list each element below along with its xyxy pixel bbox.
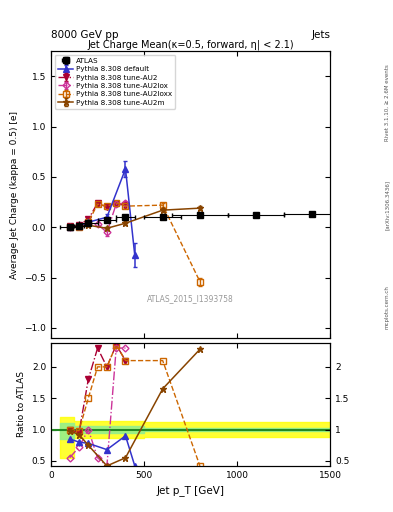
Legend: ATLAS, Pythia 8.308 default, Pythia 8.308 tune-AU2, Pythia 8.308 tune-AU2lox, Py: ATLAS, Pythia 8.308 default, Pythia 8.30… (55, 55, 175, 109)
Text: [arXiv:1306.3436]: [arXiv:1306.3436] (385, 180, 390, 230)
Y-axis label: Average Jet Charge (kappa = 0.5) [e]: Average Jet Charge (kappa = 0.5) [e] (10, 111, 19, 279)
X-axis label: Jet p_T [GeV]: Jet p_T [GeV] (156, 485, 225, 496)
Y-axis label: Ratio to ATLAS: Ratio to ATLAS (17, 372, 26, 437)
Title: Jet Charge Mean(κ=0.5, forward, η| < 2.1): Jet Charge Mean(κ=0.5, forward, η| < 2.1… (87, 39, 294, 50)
Text: mcplots.cern.ch: mcplots.cern.ch (385, 285, 390, 329)
Text: ATLAS_2015_I1393758: ATLAS_2015_I1393758 (147, 294, 234, 303)
Text: Rivet 3.1.10, ≥ 2.6M events: Rivet 3.1.10, ≥ 2.6M events (385, 64, 390, 141)
Text: Jets: Jets (311, 30, 330, 40)
Text: 8000 GeV pp: 8000 GeV pp (51, 30, 119, 40)
